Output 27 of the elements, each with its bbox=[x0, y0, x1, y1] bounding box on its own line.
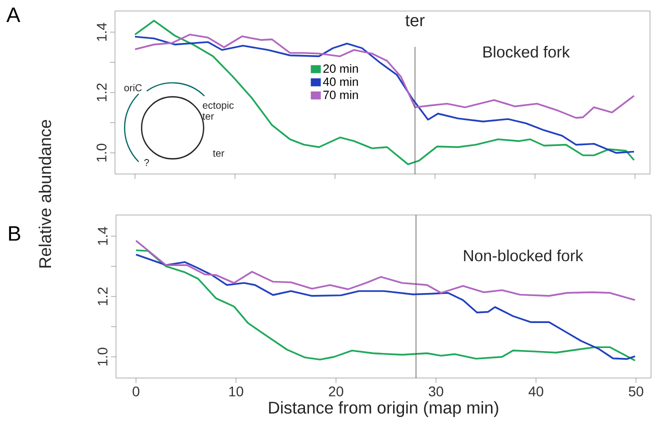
ref-line-label: ter bbox=[405, 15, 425, 26]
x-tick-label: 30 bbox=[428, 386, 444, 396]
line-series bbox=[135, 240, 636, 301]
y-axis-title: Relative abundance bbox=[38, 120, 52, 268]
x-tick-label: 40 bbox=[528, 386, 544, 396]
annotation: ter bbox=[212, 150, 224, 157]
x-tick-label: 50 bbox=[628, 386, 644, 396]
annotation: Non-blocked fork bbox=[464, 250, 584, 262]
annotation: Blocked fork bbox=[483, 46, 570, 58]
x-axis-title: Distance from origin (map min) bbox=[269, 401, 498, 418]
x-tick-label: 10 bbox=[229, 386, 244, 396]
y-tick-label: 1.0 bbox=[98, 348, 108, 366]
x-tick-label: 0 bbox=[132, 386, 140, 396]
legend-label: 70 min bbox=[323, 90, 358, 100]
y-tick-label: 1.4 bbox=[98, 226, 108, 245]
x-tick-label: 20 bbox=[328, 386, 344, 396]
legend-label: 40 min bbox=[323, 77, 358, 86]
annotation: ectopic ter bbox=[202, 101, 234, 120]
annotation: ? bbox=[144, 159, 149, 166]
annotation: oriC bbox=[124, 84, 142, 92]
y-tick-label: 1.2 bbox=[96, 84, 106, 102]
chart-title: B bbox=[9, 226, 20, 241]
legend-label: 20 min bbox=[323, 64, 358, 73]
y-tick-label: 1.0 bbox=[96, 144, 106, 162]
y-tick-label: 1.2 bbox=[98, 288, 108, 306]
chart-title: A bbox=[6, 8, 20, 22]
y-tick-label: 1.4 bbox=[96, 22, 106, 41]
